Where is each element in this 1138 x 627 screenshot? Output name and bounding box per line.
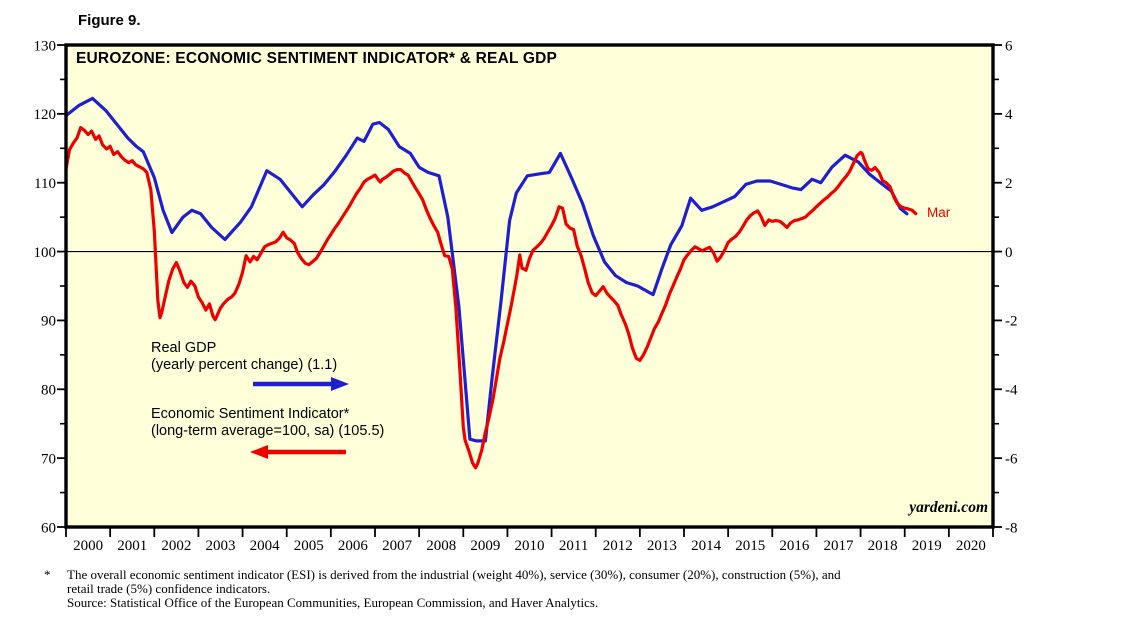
right-axis-tick-label: -8 [1005, 520, 1018, 536]
x-axis-tick-label: 2013 [647, 538, 677, 554]
plot-frame [64, 43, 995, 529]
chart-title: EUROZONE: ECONOMIC SENTIMENT INDICATOR* … [76, 50, 558, 67]
legend-esi-detail: (long-term average=100, sa) (105.5) [151, 423, 385, 439]
x-axis-tick-label: 2005 [294, 538, 324, 554]
legend-gdp-detail: (yearly percent change) (1.1) [151, 357, 338, 373]
x-axis-tick-label: 2020 [956, 538, 986, 554]
x-axis-tick-label: 2015 [735, 538, 765, 554]
right-axis-tick-label: 2 [1005, 176, 1013, 192]
x-axis-tick-label: 2019 [912, 538, 942, 554]
footnote-line-1: The overall economic sentiment indicator… [67, 567, 841, 582]
x-axis-tick-label: 2016 [779, 538, 810, 554]
x-axis-tick-label: 2012 [603, 538, 633, 554]
x-axis-tick-label: 2000 [73, 538, 103, 554]
left-axis-tick-label: 70 [41, 451, 56, 467]
x-axis-tick-label: 2009 [470, 538, 500, 554]
x-axis-tick-label: 2006 [338, 538, 369, 554]
plot-background [66, 45, 993, 527]
watermark: yardeni.com [909, 499, 988, 516]
left-axis-tick-label: 90 [41, 314, 56, 330]
x-axis-tick-label: 2002 [161, 538, 191, 554]
legend-gdp-name: Real GDP [151, 340, 217, 356]
left-axis-tick-label: 100 [34, 245, 57, 261]
left-axis-tick-label: 110 [34, 176, 56, 192]
right-axis-tick-label: 0 [1005, 245, 1013, 261]
right-axis-tick-label: -4 [1005, 383, 1018, 399]
legend-esi-name: Economic Sentiment Indicator* [151, 406, 350, 422]
left-axis-tick-label: 80 [41, 383, 56, 399]
x-axis-tick-label: 2008 [426, 538, 456, 554]
right-axis-tick-label: 6 [1005, 38, 1013, 54]
gdp-legend-arrowhead-icon [331, 377, 349, 391]
x-axis-tick-label: 2011 [559, 538, 588, 554]
left-axis-tick-label: 120 [34, 107, 57, 123]
figure-label: Figure 9. [78, 12, 141, 29]
left-axis-tick-label: 60 [41, 520, 56, 536]
latest-point-label: Mar [927, 205, 951, 220]
footnote-line-2: retail trade (5%) confidence indicators. [67, 581, 271, 596]
x-axis-tick-label: 2014 [691, 538, 722, 554]
footnote-marker: * [44, 567, 51, 582]
right-axis-tick-label: -6 [1005, 451, 1018, 467]
right-axis-tick-label: -2 [1005, 314, 1018, 330]
esi-line [64, 125, 918, 470]
x-axis-tick-label: 2004 [250, 538, 281, 554]
x-axis-tick-label: 2010 [515, 538, 545, 554]
gdp-line [64, 96, 909, 443]
esi-legend-arrowhead-icon [250, 445, 268, 459]
x-axis-tick-label: 2003 [206, 538, 236, 554]
x-axis-tick-label: 2001 [117, 538, 147, 554]
right-axis-tick-label: 4 [1005, 107, 1013, 123]
x-axis-tick-label: 2018 [868, 538, 898, 554]
x-axis-tick-label: 2007 [382, 538, 413, 554]
x-axis-tick-label: 2017 [824, 538, 855, 554]
left-axis-tick-label: 130 [34, 38, 57, 54]
footnote-line-3: Source: Statistical Office of the Europe… [67, 595, 599, 610]
